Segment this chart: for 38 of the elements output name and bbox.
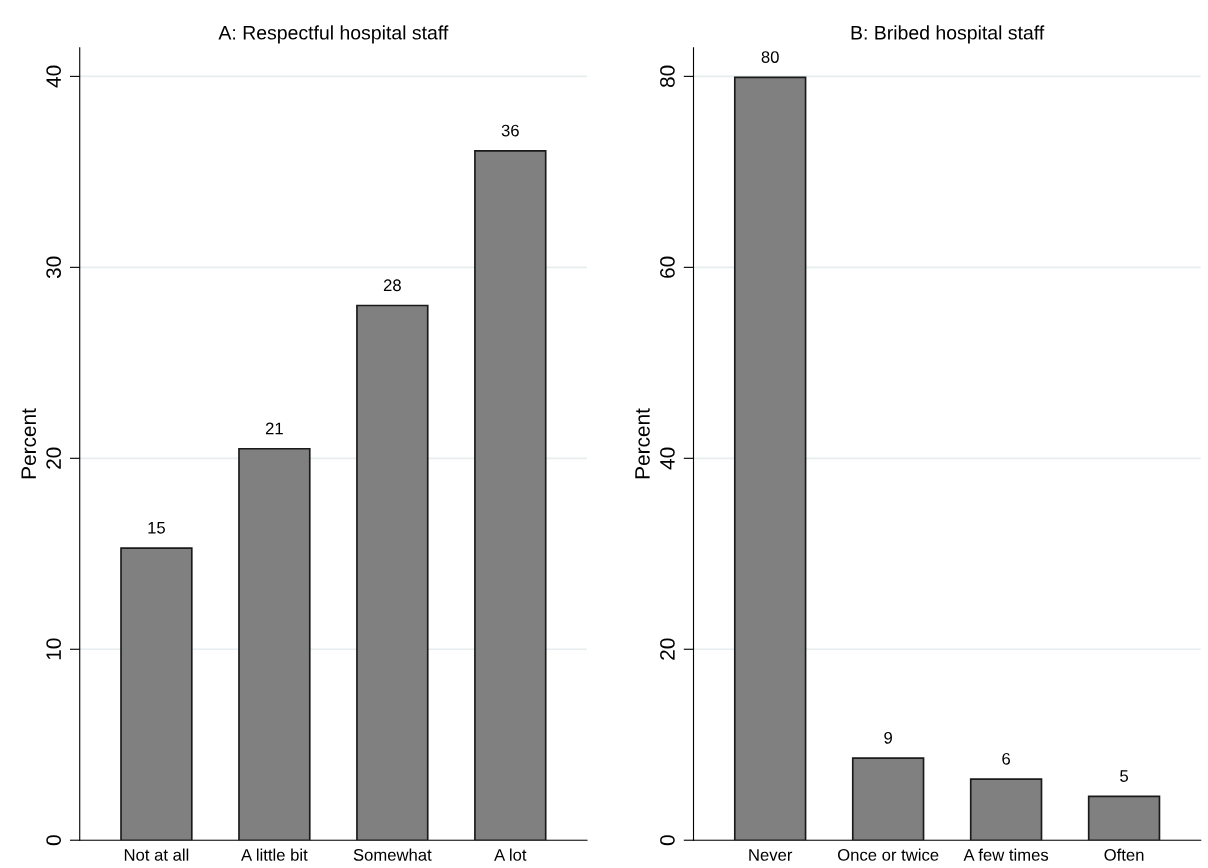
y-axis-title: Percent <box>21 408 37 479</box>
data-label: 15 <box>148 522 165 534</box>
y-tick-label: 40 <box>660 447 675 470</box>
x-tick-label: A lot <box>494 848 527 861</box>
x-tick-label: A little bit <box>241 848 308 861</box>
y-tick-label: 10 <box>46 638 62 660</box>
bar <box>851 757 925 841</box>
data-label: 80 <box>761 51 779 63</box>
x-tick-label: Somewhat <box>353 848 432 861</box>
bar <box>356 304 429 841</box>
bar <box>238 447 311 841</box>
bar <box>733 76 807 841</box>
data-label: 9 <box>884 731 892 744</box>
bar <box>120 547 193 841</box>
x-tick-label: A few times <box>963 848 1049 861</box>
y-tick-label: 0 <box>660 835 675 846</box>
x-tick-label: Often <box>1104 848 1144 861</box>
bar <box>969 778 1043 841</box>
y-tick-label: 60 <box>660 256 675 278</box>
data-label: 5 <box>1120 770 1129 782</box>
x-tick-label: Once or twice <box>837 848 939 861</box>
data-label: 21 <box>265 422 283 435</box>
y-tick-label: 30 <box>46 256 62 279</box>
y-tick-label: 20 <box>46 447 62 469</box>
bar <box>474 150 547 841</box>
data-label: 36 <box>501 124 519 137</box>
chart-title: B: Bribed hospital staff <box>851 25 1045 44</box>
y-tick-label: 20 <box>660 638 675 660</box>
y-tick-label: 0 <box>46 835 62 846</box>
y-tick-label: 80 <box>660 65 675 88</box>
data-label: 6 <box>1002 752 1011 765</box>
bar <box>1087 795 1161 841</box>
x-tick-label: Never <box>749 849 793 861</box>
y-axis-title: Percent <box>635 408 650 479</box>
x-tick-label: Not at all <box>124 848 189 861</box>
chart-title: A: Respectful hospital staff <box>218 25 449 44</box>
data-label: 28 <box>383 279 401 292</box>
y-tick-label: 40 <box>46 65 62 88</box>
